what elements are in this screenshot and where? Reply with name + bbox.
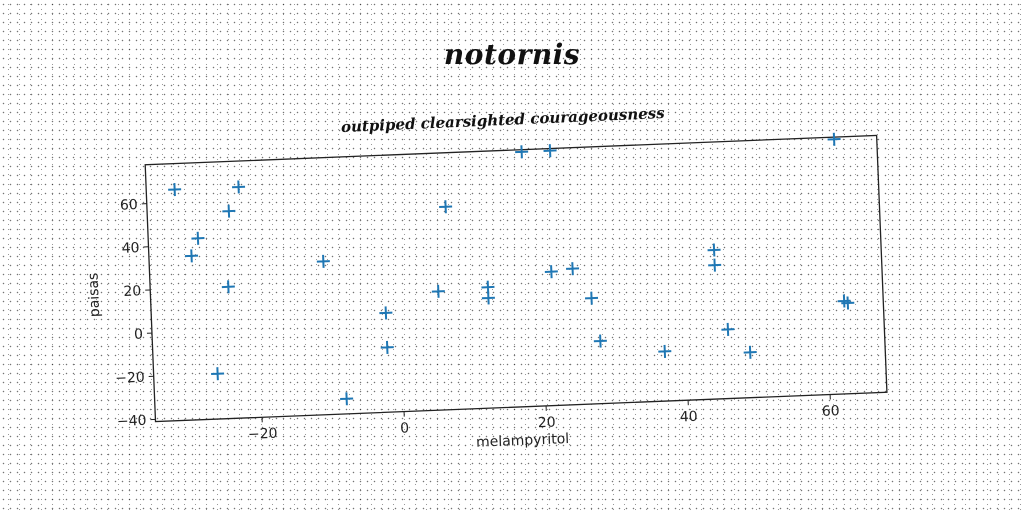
y-axis-label: paisas bbox=[85, 272, 103, 317]
y-axis: −40 −20 0 20 40 60 bbox=[115, 197, 156, 430]
y-tick-label: 60 bbox=[120, 197, 138, 214]
x-tick-label: 60 bbox=[822, 403, 840, 420]
data-series bbox=[168, 132, 855, 406]
data-point bbox=[184, 249, 199, 263]
data-point bbox=[481, 291, 495, 305]
data-point bbox=[316, 254, 330, 268]
data-point bbox=[658, 344, 672, 358]
plot-frame bbox=[144, 134, 888, 423]
data-point bbox=[593, 334, 607, 348]
data-point bbox=[544, 265, 558, 279]
x-tick-label: 20 bbox=[538, 415, 556, 432]
data-point bbox=[584, 291, 599, 305]
data-point bbox=[168, 183, 182, 197]
figure-title: notornis bbox=[443, 38, 581, 71]
data-point bbox=[340, 392, 354, 406]
data-point bbox=[191, 231, 205, 245]
y-tick-label: 40 bbox=[121, 240, 139, 257]
data-point bbox=[708, 258, 722, 272]
x-tick-label: 0 bbox=[400, 420, 410, 436]
x-axis: −20 0 20 40 60 bbox=[248, 394, 840, 443]
data-point bbox=[743, 345, 757, 359]
x-tick-label: −20 bbox=[248, 426, 278, 443]
y-tick-label: 20 bbox=[123, 283, 141, 300]
data-point bbox=[543, 144, 557, 158]
data-point bbox=[566, 262, 580, 276]
y-tick-label: 0 bbox=[134, 326, 144, 342]
data-point bbox=[841, 296, 855, 310]
y-tick-label: −40 bbox=[117, 413, 147, 430]
data-point bbox=[827, 132, 841, 146]
chart-subtitle: outpiped clearsighted courageousness bbox=[341, 104, 666, 136]
y-tick-label: −20 bbox=[115, 370, 145, 387]
data-point bbox=[211, 367, 225, 381]
data-point bbox=[222, 204, 236, 218]
data-point bbox=[221, 280, 235, 294]
plot-area: −40 −20 0 20 40 60 −20 0 20 40 60 melampyritol pa… bbox=[85, 132, 888, 451]
data-point bbox=[707, 243, 721, 257]
data-point bbox=[380, 340, 394, 354]
data-point bbox=[721, 322, 735, 336]
data-point bbox=[439, 200, 453, 214]
x-tick-label: 40 bbox=[680, 409, 698, 426]
data-point bbox=[379, 306, 393, 320]
data-point bbox=[431, 284, 445, 298]
data-point bbox=[515, 145, 529, 159]
data-point bbox=[232, 180, 246, 194]
x-axis-label: melampyritol bbox=[476, 431, 570, 451]
